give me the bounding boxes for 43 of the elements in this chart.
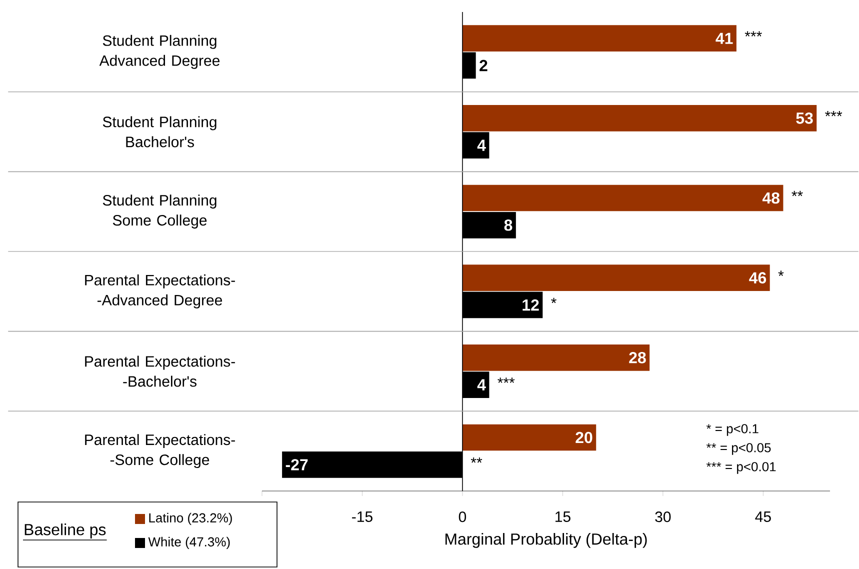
y-tick-label: Parental Expectations--Some College bbox=[85, 434, 235, 468]
x-tick-label: -15 bbox=[352, 512, 372, 522]
bar bbox=[462, 25, 736, 52]
annotation: ** = p<0.05 bbox=[706, 443, 771, 455]
annotation: * = p<0.1 bbox=[706, 424, 758, 436]
legend-label: Latino (23.2%) bbox=[149, 512, 232, 526]
y-tick-label: Parental Expectations--Bachelor's bbox=[85, 356, 235, 387]
annotation: *** bbox=[825, 111, 842, 116]
bar bbox=[462, 424, 596, 451]
bar bbox=[462, 105, 817, 132]
annotation: *** = p<0.01 bbox=[706, 462, 776, 474]
y-tick-label: Student Planning Some College bbox=[102, 194, 216, 229]
data-label: -27 bbox=[286, 459, 308, 470]
data-label: 53 bbox=[796, 112, 813, 124]
x-tick-label: 30 bbox=[655, 512, 671, 522]
annotation: *** bbox=[744, 31, 762, 36]
data-label: 20 bbox=[576, 432, 592, 444]
bar bbox=[462, 344, 650, 371]
data-label: 2 bbox=[480, 60, 488, 72]
data-label: 4 bbox=[477, 379, 486, 390]
data-label: 41 bbox=[716, 32, 733, 44]
data-label: 8 bbox=[504, 219, 512, 231]
x-tick-label: 0 bbox=[458, 512, 466, 522]
legend-title: Baseline ps bbox=[24, 524, 106, 538]
annotation: * bbox=[778, 270, 784, 276]
annotation: ** bbox=[470, 457, 482, 463]
bar bbox=[462, 184, 784, 212]
x-tick-label: 15 bbox=[556, 512, 570, 522]
y-tick-label: Student Planning Bachelor's bbox=[102, 116, 216, 148]
bar bbox=[462, 264, 770, 292]
data-label: 12 bbox=[522, 299, 539, 311]
y-tick-label: Student Planning Advanced Degree bbox=[99, 34, 220, 69]
data-label: 48 bbox=[762, 192, 780, 204]
x-axis-title: Marginal Probablity (Delta-p) bbox=[446, 533, 647, 548]
data-label: 4 bbox=[477, 140, 486, 151]
y-tick-label: Parental Expectations--Advanced Degree bbox=[85, 274, 235, 308]
annotation: * bbox=[551, 298, 556, 304]
annotation: ** bbox=[792, 190, 803, 196]
annotation: *** bbox=[498, 378, 515, 383]
data-label: 28 bbox=[629, 352, 646, 364]
legend-label: White (47.3%) bbox=[148, 536, 230, 550]
x-tick-label: 45 bbox=[755, 512, 771, 522]
data-label: 46 bbox=[749, 272, 766, 284]
